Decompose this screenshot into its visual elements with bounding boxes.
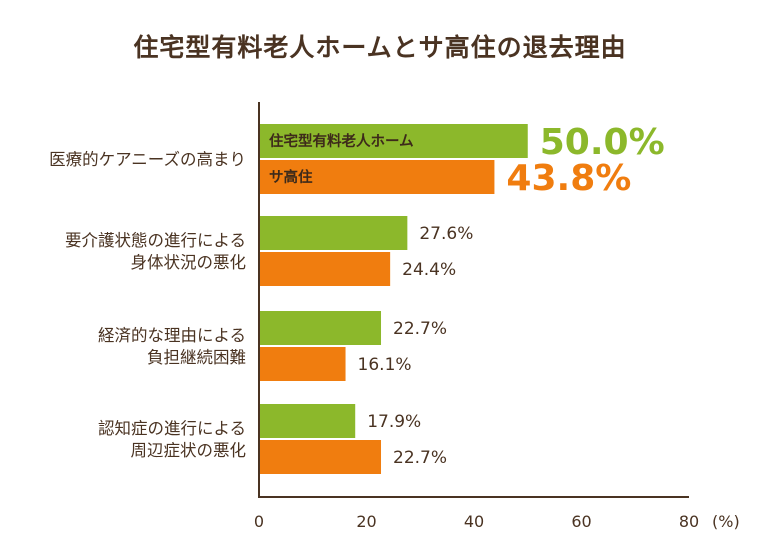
value-label-0-2: 22.7% bbox=[393, 319, 447, 339]
value-label-0-3: 17.9% bbox=[367, 412, 421, 432]
category-label-1-0: 要介護状態の進行による bbox=[65, 231, 246, 250]
category-label-2-0: 経済的な理由による bbox=[98, 326, 246, 345]
category-label-2-1: 負担継続困難 bbox=[147, 348, 246, 367]
x-tick-label-20: 20 bbox=[356, 512, 376, 531]
category-label-1-1: 身体状況の悪化 bbox=[131, 253, 247, 272]
bar-home-3 bbox=[259, 404, 356, 438]
category-label-0-0: 医療的ケアニーズの高まり bbox=[49, 150, 246, 169]
series-label-1: サ高住 bbox=[269, 168, 313, 186]
value-label-1-3: 22.7% bbox=[393, 448, 447, 468]
bar-sakoju-3 bbox=[259, 440, 382, 474]
x-tick-label-60: 60 bbox=[571, 512, 591, 531]
category-label-3-0: 認知症の進行による bbox=[98, 419, 246, 438]
bar-sakoju-2 bbox=[259, 347, 346, 381]
series-label-0: 住宅型有料老人ホーム bbox=[269, 132, 414, 150]
bar-home-2 bbox=[259, 311, 382, 345]
x-tick-label-40: 40 bbox=[464, 512, 484, 531]
x-axis-unit: (%) bbox=[712, 512, 740, 531]
x-tick-label-80: 80 bbox=[679, 512, 699, 531]
value-label-0-1: 27.6% bbox=[419, 224, 473, 244]
bar-sakoju-0 bbox=[259, 160, 495, 194]
chart-title: 住宅型有料老人ホームとサ高住の退去理由 bbox=[133, 33, 627, 62]
value-label-1-2: 16.1% bbox=[358, 355, 412, 375]
value-label-highlight-0: 50.0% bbox=[540, 122, 665, 163]
bar-sakoju-1 bbox=[259, 252, 391, 286]
value-label-highlight-1: 43.8% bbox=[506, 158, 631, 199]
bar-home-0 bbox=[259, 124, 528, 158]
value-label-1-1: 24.4% bbox=[402, 260, 456, 280]
category-label-3-1: 周辺症状の悪化 bbox=[131, 441, 247, 460]
x-tick-label-0: 0 bbox=[254, 512, 264, 531]
bar-home-1 bbox=[259, 216, 408, 250]
